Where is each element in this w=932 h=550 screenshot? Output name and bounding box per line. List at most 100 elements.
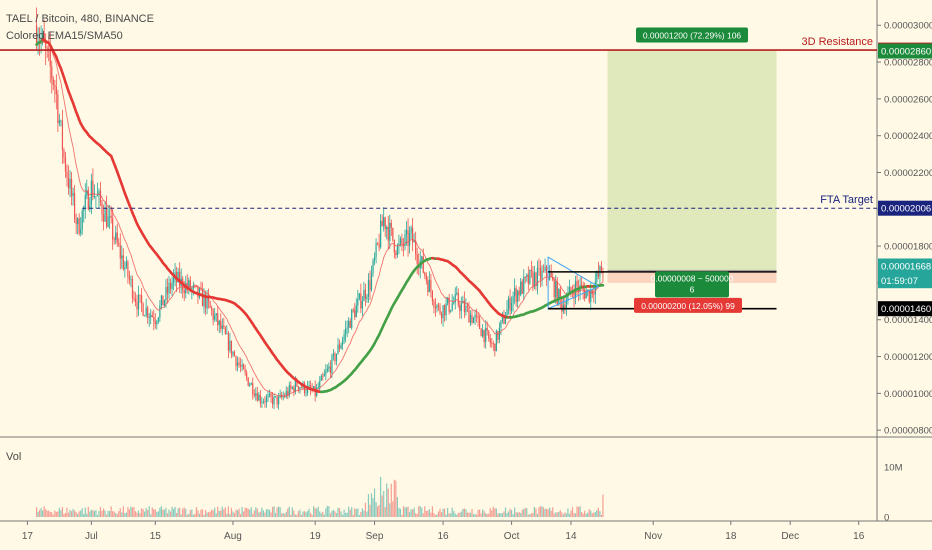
volume-bar [63, 513, 65, 517]
volume-bar [536, 513, 539, 517]
volume-bar [501, 513, 504, 517]
volume-bar [92, 510, 94, 517]
candle-body [241, 364, 243, 367]
volume-bar [571, 507, 574, 517]
candle-body [387, 227, 389, 241]
volume-bar [489, 508, 491, 517]
volume-bar [35, 507, 38, 517]
volume-bar [538, 507, 540, 517]
volume-bar [238, 508, 240, 517]
volume-bar [279, 507, 281, 517]
candle-body [477, 315, 479, 319]
volume-bar [287, 508, 289, 517]
volume-bar [183, 507, 185, 517]
volume-bar [278, 506, 280, 517]
candle-body [447, 297, 449, 304]
volume-bar [596, 510, 598, 517]
volume-bar [526, 508, 528, 517]
volume-bar [396, 497, 398, 517]
volume-bar [147, 509, 149, 517]
volume-bar [200, 509, 202, 517]
candle-body [355, 305, 357, 318]
volume-bar [384, 507, 386, 517]
candle-body [491, 343, 493, 344]
candle-body [361, 301, 363, 309]
x-tick-label: 18 [725, 531, 737, 542]
volume-bar [323, 514, 325, 517]
candle-body [378, 243, 380, 248]
x-tick-label: Sep [366, 531, 384, 542]
candle-body [510, 302, 513, 311]
volume-bar [456, 514, 458, 517]
price-badge [878, 43, 932, 59]
candle-body [367, 280, 370, 297]
candle-body [55, 86, 57, 95]
candle-body [69, 178, 71, 189]
volume-bar [341, 514, 344, 517]
volume-bar [588, 509, 590, 517]
candle-body [122, 255, 124, 270]
volume-bar [479, 509, 481, 517]
volume-bar [445, 514, 447, 517]
volume-bar [207, 512, 210, 517]
volume-bar [165, 507, 167, 517]
candle-body [439, 306, 441, 314]
x-tick-label: Aug [224, 531, 242, 542]
volume-bar [174, 506, 176, 517]
candle-body [244, 369, 246, 373]
candle-body [43, 33, 45, 43]
volume-bar [48, 510, 50, 517]
volume-bar [306, 510, 309, 517]
candle-body [294, 380, 296, 392]
volume-bar [42, 510, 44, 517]
volume-bar [334, 511, 336, 517]
candle-body [320, 376, 322, 381]
x-tick-label: 16 [438, 531, 450, 542]
volume-bar [475, 514, 478, 517]
candle-body [46, 47, 48, 49]
x-tick-label: 19 [310, 531, 322, 542]
volume-bar [314, 507, 316, 517]
volume-bar [546, 508, 548, 517]
candle-body [457, 292, 459, 306]
volume-bar [570, 510, 572, 517]
candle-body [214, 315, 216, 320]
candle-body [584, 289, 586, 299]
volume-bar [532, 512, 534, 517]
volume-bar [405, 507, 408, 517]
candle-body [351, 309, 353, 328]
volume-bar [410, 509, 412, 517]
x-tick-label: 16 [853, 531, 865, 542]
volume-bar [90, 509, 92, 517]
volume-bar [130, 506, 132, 517]
target-label-box [636, 27, 749, 43]
candle-body [207, 295, 210, 302]
candle-body [369, 280, 371, 290]
volume-bar [227, 506, 229, 517]
candle-body [89, 205, 91, 210]
volume-bar [378, 504, 380, 517]
candle-body [247, 377, 249, 386]
candle-body [536, 267, 539, 287]
volume-bar [437, 511, 440, 517]
volume-bar [331, 510, 333, 517]
volume-bar [477, 509, 479, 517]
candle-body [42, 33, 44, 39]
volume-bar [241, 506, 243, 517]
volume-bar [523, 509, 525, 517]
volume-label: Vol [6, 451, 22, 463]
volume-bar [113, 511, 115, 517]
candle-body [396, 246, 398, 256]
volume-bar [518, 512, 520, 517]
volume-bar [485, 513, 487, 517]
volume-bar [504, 507, 507, 517]
volume-bar [340, 511, 342, 517]
volume-bar [542, 507, 545, 517]
candle-body [322, 376, 324, 377]
candle-body [497, 331, 499, 340]
volume-bar [282, 513, 284, 517]
candle-body [319, 380, 321, 388]
volume-bar [577, 506, 580, 517]
